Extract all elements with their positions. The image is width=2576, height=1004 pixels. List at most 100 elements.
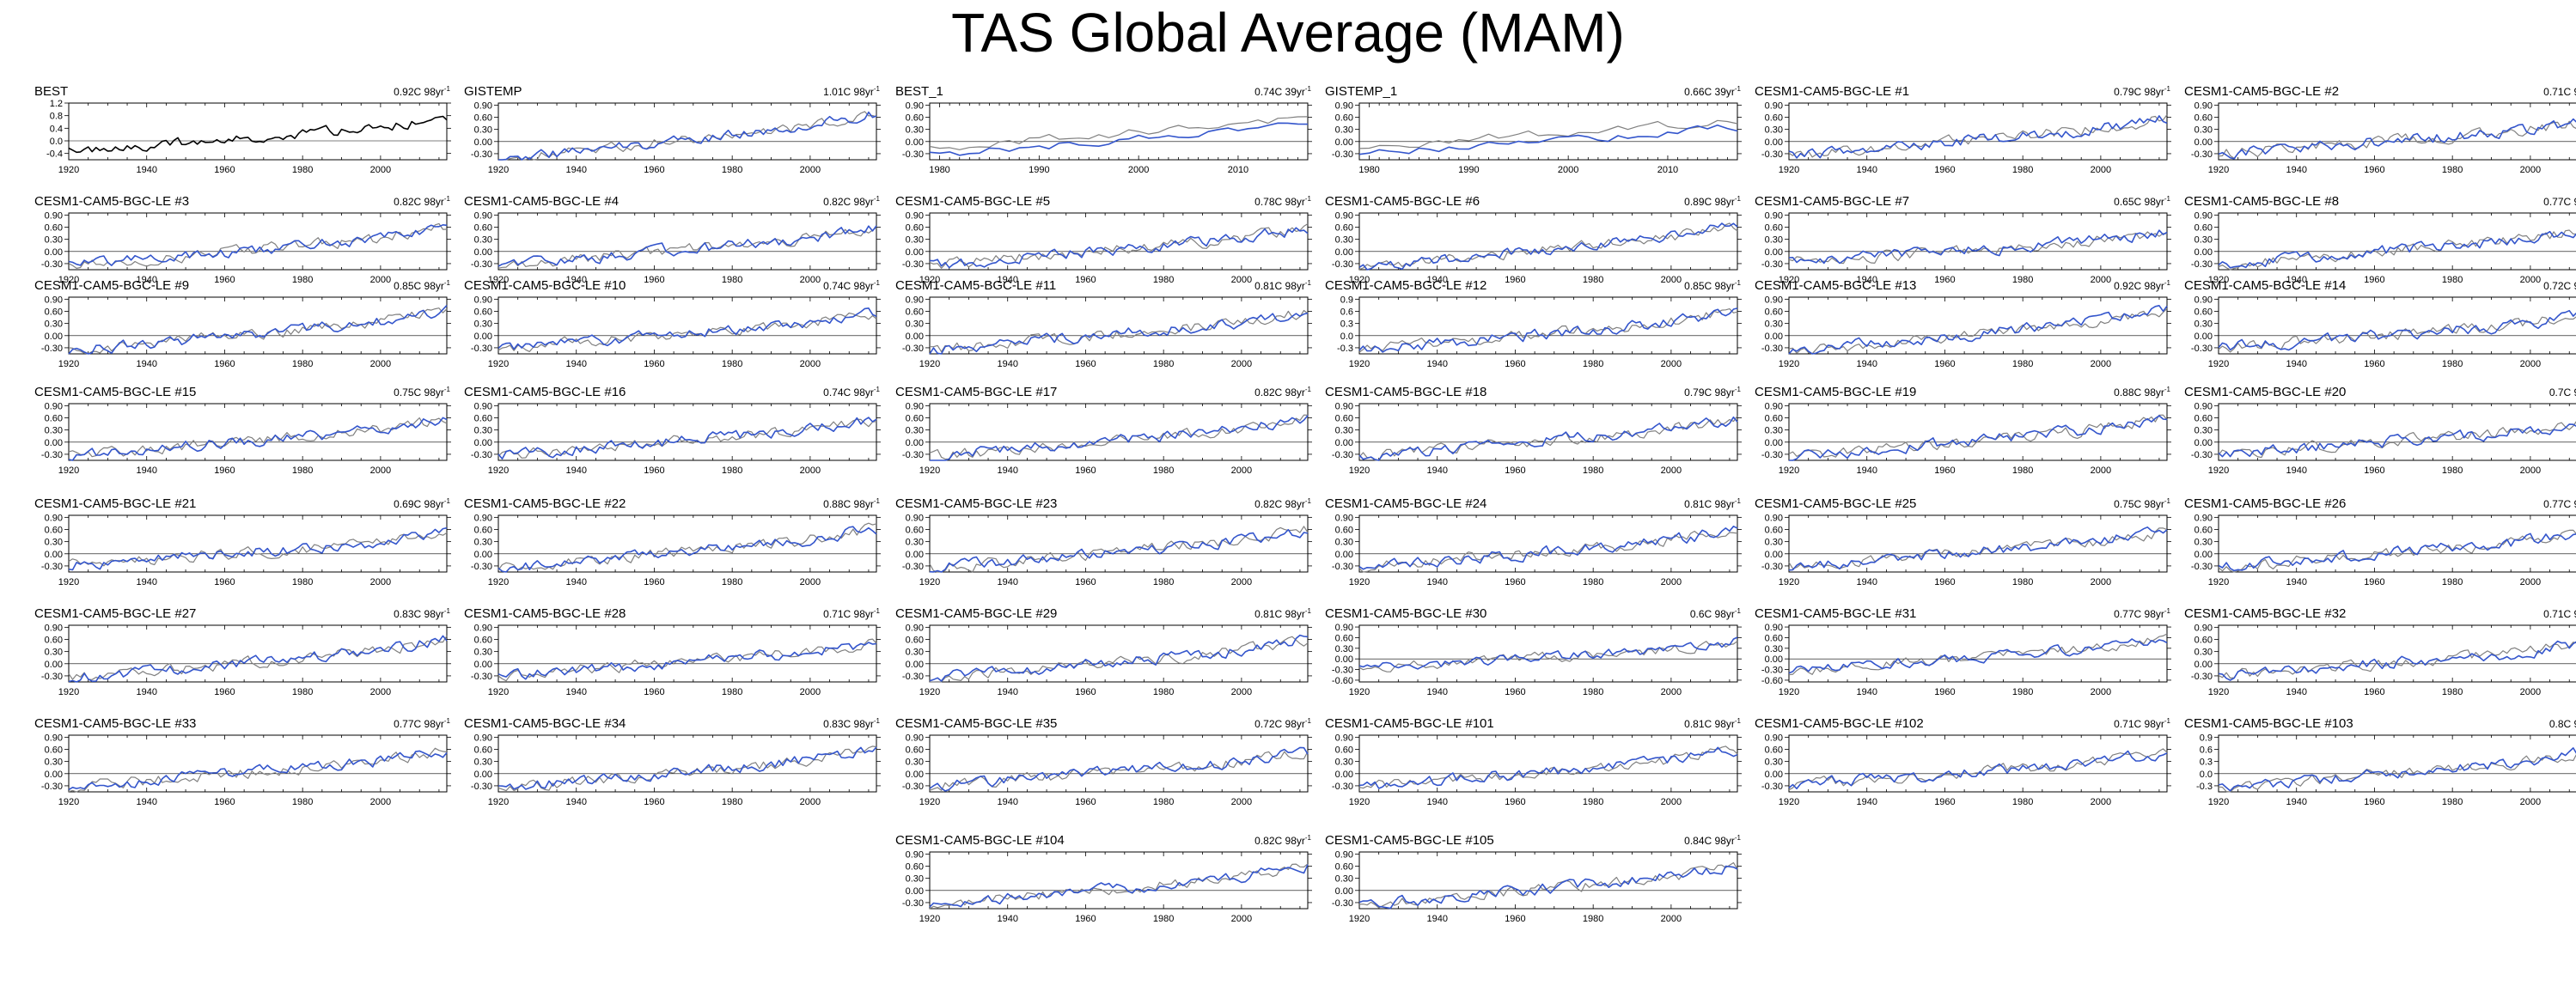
trend-exponent: -1 xyxy=(1304,497,1311,505)
panel-title: BEST_1 xyxy=(895,84,943,99)
trend-label: 0.82C 98yr-1 xyxy=(1254,386,1311,399)
model-series-line xyxy=(2218,230,2576,269)
y-tick-label: 0.00 xyxy=(906,886,924,897)
y-tick-label: -0.30 xyxy=(2191,562,2213,572)
x-tick-label: 1940 xyxy=(2286,577,2306,587)
trend-exponent: -1 xyxy=(443,85,450,93)
trend-label: 0.81C 98yr-1 xyxy=(1684,497,1741,510)
plot-frame xyxy=(2218,212,2576,271)
x-tick-label: 2000 xyxy=(370,797,391,807)
x-tick-label: 1980 xyxy=(292,165,313,175)
x-tick-label: 1920 xyxy=(1779,687,1799,697)
trend-unit: 98yr xyxy=(853,386,874,399)
chart-svg: 1920 1940 1960 1980 2000-0.300.000.300.600.9… xyxy=(902,513,1312,587)
y-tick-label: 0.30 xyxy=(1765,538,1783,548)
x-tick-label: 1980 xyxy=(292,465,313,476)
x-tick-label: 1960 xyxy=(2364,577,2384,587)
trend-label: 0.77C 98yr-1 xyxy=(394,717,450,730)
y-tick-label: 0.00 xyxy=(1335,137,1353,148)
chart-svg: 1920 1940 1960 1980 2000-0.300.000.300.600.9… xyxy=(1761,295,2171,369)
y-tick-label: 0.6 xyxy=(2200,745,2213,756)
model-series-line xyxy=(497,225,877,267)
trend-value: 0.69C xyxy=(394,498,422,510)
x-tick-label: 1920 xyxy=(1349,359,1370,369)
x-tick-label: 1940 xyxy=(1856,465,1877,476)
panel-title: CESM1-CAM5-BGC-LE #10 xyxy=(464,278,626,293)
y-tick-label: 0.60 xyxy=(1765,526,1783,536)
trend-value: 0.81C xyxy=(1684,498,1712,510)
trend-value: 0.77C xyxy=(394,718,422,730)
y-tick-label: 0.90 xyxy=(906,513,924,523)
model-series-line xyxy=(1788,229,2168,265)
y-tick-label: 0.60 xyxy=(45,745,63,756)
chart-panel: CESM1-CAM5-BGC-LE #16 0.74C 98yr-1 1920 194… xyxy=(459,385,882,486)
y-tick-label: 0.90 xyxy=(1335,100,1353,111)
chart-panel: CESM1-CAM5-BGC-LE #32 0.71C 98yr-1 1920 194… xyxy=(2179,606,2576,708)
trend-value: 0.6C xyxy=(1689,608,1712,620)
chart-svg: 1920 1940 1960 1980 2000-0.300.000.300.600.9… xyxy=(1761,733,2171,807)
reference-series-line xyxy=(498,111,877,161)
x-tick-label: 1940 xyxy=(565,165,586,175)
trend-value: 0.82C xyxy=(823,196,852,208)
trend-label: 0.85C 98yr-1 xyxy=(394,279,450,292)
x-tick-label: 1960 xyxy=(214,465,235,476)
y-tick-label: 0.3 xyxy=(1340,319,1353,330)
y-tick-label: 0.00 xyxy=(906,137,924,148)
x-tick-label: 1920 xyxy=(488,797,509,807)
trend-value: 0.82C xyxy=(394,196,422,208)
x-tick-label: 1920 xyxy=(488,687,509,697)
panel-title: CESM1-CAM5-BGC-LE #105 xyxy=(1325,833,1494,848)
plot-frame xyxy=(1358,296,1738,355)
x-tick-label: 1920 xyxy=(1779,359,1799,369)
x-tick-label: 2000 xyxy=(2520,275,2541,285)
x-tick-label: 1940 xyxy=(1426,359,1447,369)
panel-title: CESM1-CAM5-BGC-LE #9 xyxy=(34,278,190,293)
trend-label: 0.88C 98yr-1 xyxy=(823,497,880,510)
trend-label: 0.66C 39yr-1 xyxy=(1684,85,1741,98)
trend-unit: 98yr xyxy=(853,608,874,620)
trend-exponent: -1 xyxy=(2164,497,2170,505)
trend-value: 0.88C xyxy=(823,498,852,510)
y-tick-label: 0.60 xyxy=(1335,113,1353,124)
trend-label: 0.77C 98yr-1 xyxy=(2543,195,2576,208)
model-series-line xyxy=(1788,526,2168,571)
trend-label: 0.83C 98yr-1 xyxy=(394,607,450,620)
y-tick-label: 0.90 xyxy=(474,295,492,305)
reference-series-line xyxy=(1358,745,1738,789)
reference-series-line xyxy=(497,638,877,682)
trend-exponent: -1 xyxy=(873,497,880,505)
x-tick-label: 1980 xyxy=(722,465,742,476)
trend-unit: 98yr xyxy=(2574,196,2576,208)
y-tick-label: 0.90 xyxy=(1335,210,1353,221)
x-tick-label: 1960 xyxy=(1934,165,1955,175)
chart-panel: CESM1-CAM5-BGC-LE #35 0.72C 98yr-1 1920 194… xyxy=(890,716,1313,818)
y-tick-label: 0.60 xyxy=(1765,633,1783,643)
reference-series-line xyxy=(497,312,877,352)
model-series-line xyxy=(2218,532,2576,572)
x-tick-label: 2000 xyxy=(800,359,821,369)
plot-frame xyxy=(68,734,448,793)
x-tick-label: 1960 xyxy=(1075,687,1096,697)
y-tick-label: 0.90 xyxy=(474,733,492,743)
y-tick-label: -0.30 xyxy=(902,149,924,160)
y-tick-label: 0.90 xyxy=(1335,849,1353,860)
chart-panel: CESM1-CAM5-BGC-LE #24 0.81C 98yr-1 1920 194… xyxy=(1320,496,1743,598)
x-tick-label: 1960 xyxy=(644,359,664,369)
chart-panel: CESM1-CAM5-BGC-LE #13 0.92C 98yr-1 1920 194… xyxy=(1749,278,2172,380)
chart-panel: GISTEMP_1 0.66C 39yr-1 1980 1990 2000 2010 -0.… xyxy=(1320,84,1743,186)
trend-unit: 98yr xyxy=(1714,608,1735,620)
plot-frame xyxy=(2218,624,2576,683)
y-tick-label: 0.30 xyxy=(2194,426,2213,436)
x-tick-label: 1990 xyxy=(1458,165,1479,175)
plot-frame xyxy=(1358,734,1738,793)
chart-panel: CESM1-CAM5-BGC-LE #22 0.88C 98yr-1 1920 194… xyxy=(459,496,882,598)
y-tick-label: 0.60 xyxy=(906,307,924,318)
x-tick-label: 1960 xyxy=(1505,465,1525,476)
y-tick-label: 0.30 xyxy=(474,125,492,136)
y-tick-label: 0.30 xyxy=(474,319,492,330)
y-tick-label: -0.30 xyxy=(1332,562,1353,572)
plot-frame xyxy=(929,212,1309,271)
y-tick-label: 0.00 xyxy=(906,770,924,780)
x-tick-label: 2000 xyxy=(1231,577,1252,587)
model-series-line xyxy=(497,417,877,460)
